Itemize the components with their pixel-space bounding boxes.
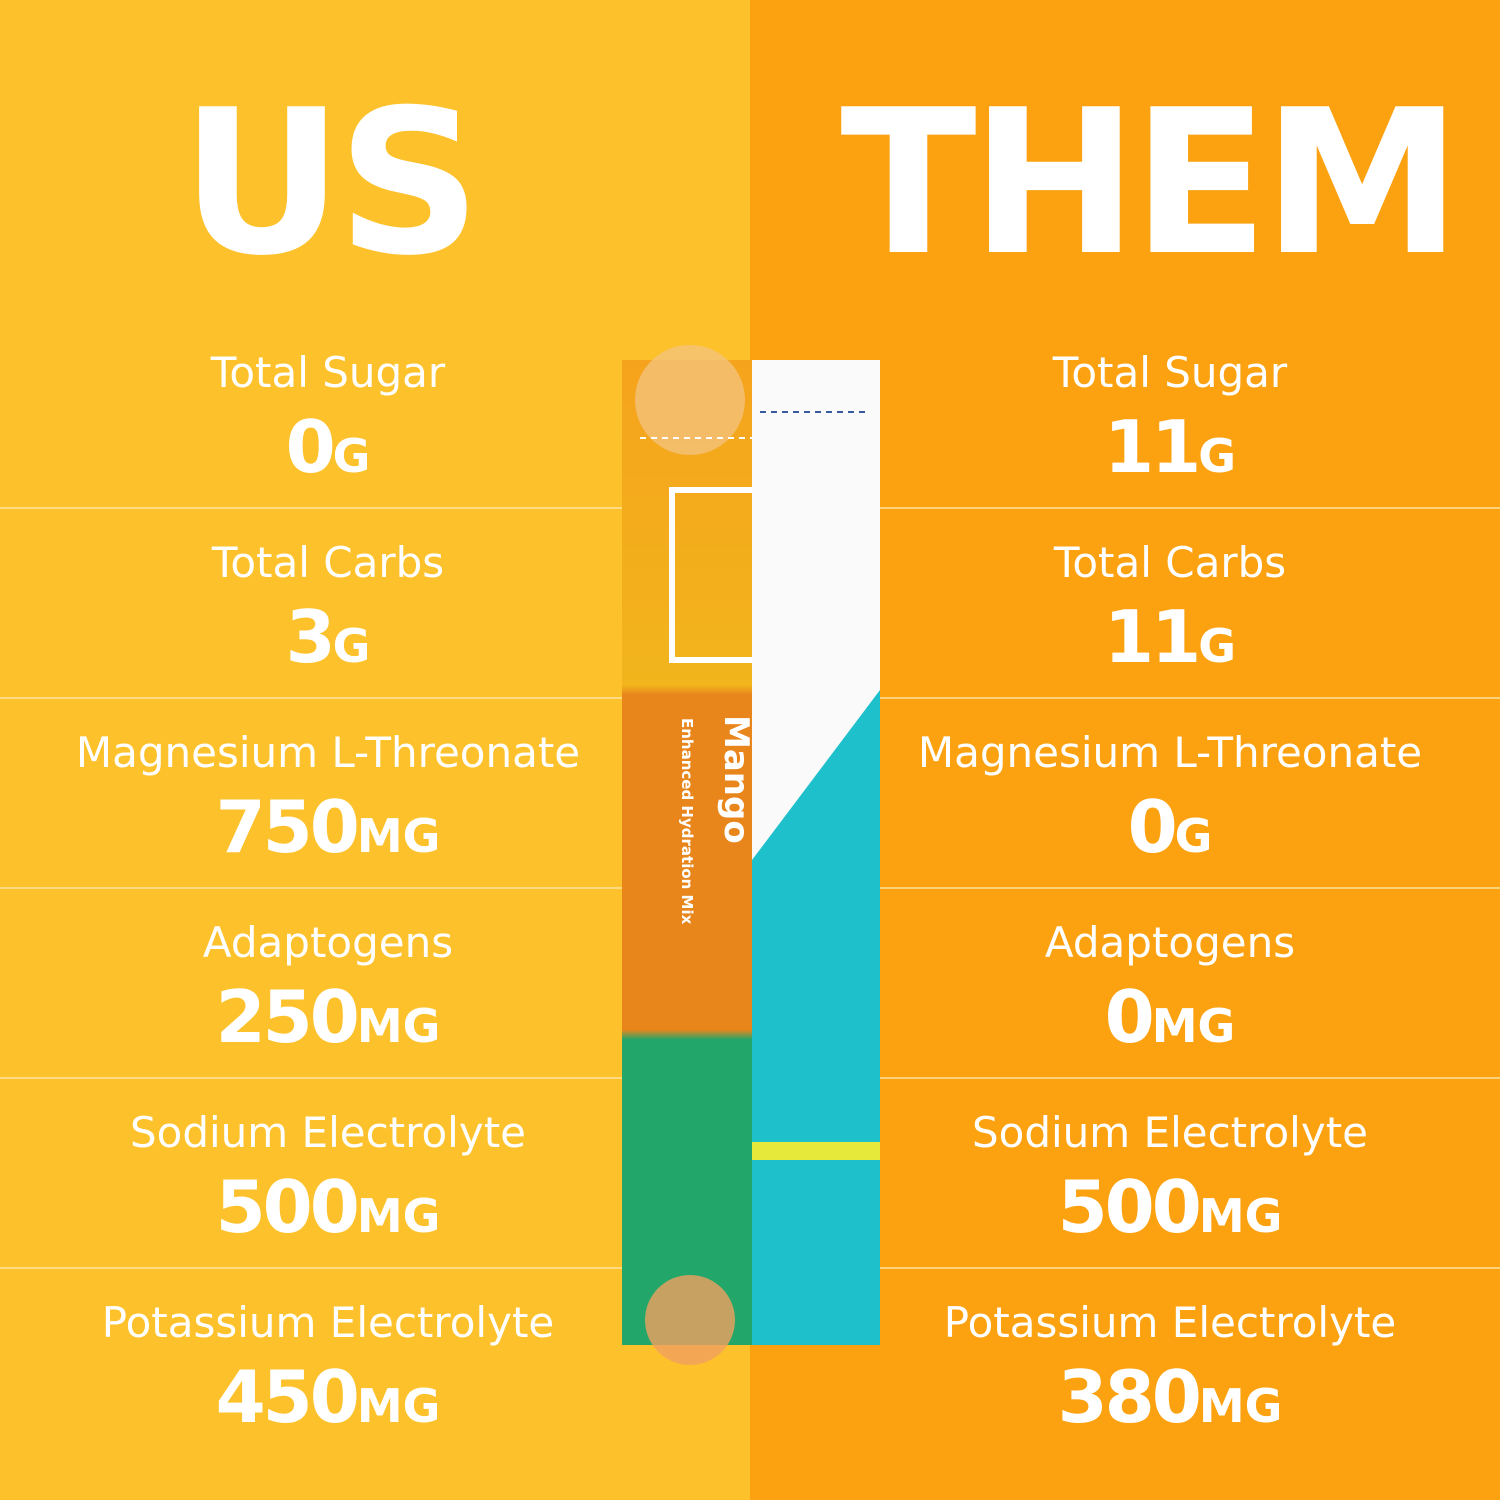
value-number: 500 xyxy=(1058,1165,1199,1249)
value-unit: MG xyxy=(357,999,441,1053)
value-unit: G xyxy=(333,619,371,673)
row-label: Adaptogens xyxy=(1045,918,1295,967)
value-unit: G xyxy=(1175,809,1213,863)
row-label: Magnesium L-Threonate xyxy=(918,728,1422,777)
packet-subtitle: Enhanced Hydration Mix xyxy=(678,718,696,925)
value-number: 450 xyxy=(216,1355,357,1439)
value-number: 250 xyxy=(216,975,357,1059)
row-value: 0G xyxy=(1128,785,1213,869)
value-number: 0 xyxy=(1105,975,1152,1059)
row-value: 11G xyxy=(1104,405,1236,489)
value-number: 380 xyxy=(1058,1355,1199,1439)
row-label: Total Sugar xyxy=(1052,348,1288,397)
row-label: Sodium Electrolyte xyxy=(130,1108,526,1157)
row-value: 0MG xyxy=(1105,975,1236,1059)
value-unit: MG xyxy=(1199,1379,1283,1433)
row-label: Magnesium L-Threonate xyxy=(76,728,580,777)
value-unit: G xyxy=(333,429,371,483)
value-unit: MG xyxy=(357,1189,441,1243)
row-value: 500MG xyxy=(1058,1165,1283,1249)
value-unit: MG xyxy=(1152,999,1236,1053)
value-unit: MG xyxy=(1199,1189,1283,1243)
value-number: 11 xyxy=(1104,405,1198,489)
row-label: Sodium Electrolyte xyxy=(972,1108,1368,1157)
value-unit: G xyxy=(1198,429,1236,483)
row-label: Total Carbs xyxy=(211,538,444,587)
peach-image xyxy=(635,345,745,455)
row-label: Potassium Electrolyte xyxy=(944,1298,1397,1347)
value-unit: MG xyxy=(357,1379,441,1433)
value-number: 500 xyxy=(216,1165,357,1249)
row-label: Total Carbs xyxy=(1053,538,1286,587)
value-number: 0 xyxy=(1128,785,1175,869)
product-packet: Mango Enhanced Hydration Mix xyxy=(622,345,765,1365)
value-unit: G xyxy=(1198,619,1236,673)
packet-flavor: Mango xyxy=(716,715,756,844)
row-value: 450MG xyxy=(216,1355,441,1439)
row-value: 250MG xyxy=(216,975,441,1059)
peach-image xyxy=(645,1275,735,1365)
packet-stripe xyxy=(752,1142,880,1160)
value-number: 3 xyxy=(286,595,333,679)
row-value: 11G xyxy=(1104,595,1236,679)
value-number: 750 xyxy=(216,785,357,869)
row-value: 500MG xyxy=(216,1165,441,1249)
row-label: Potassium Electrolyte xyxy=(102,1298,555,1347)
title-us: US xyxy=(181,67,475,300)
row-value: 0G xyxy=(286,405,371,489)
row-value: 3G xyxy=(286,595,371,679)
title-them: THEM xyxy=(840,67,1455,300)
row-value: 750MG xyxy=(216,785,441,869)
packet-teal xyxy=(752,690,880,1345)
row-label: Adaptogens xyxy=(203,918,453,967)
row-value: 380MG xyxy=(1058,1355,1283,1439)
competitor-packet xyxy=(752,360,880,1345)
value-unit: MG xyxy=(357,809,441,863)
row-label: Total Sugar xyxy=(210,348,446,397)
value-number: 11 xyxy=(1104,595,1198,679)
value-number: 0 xyxy=(286,405,333,489)
packet-body xyxy=(622,360,754,1345)
